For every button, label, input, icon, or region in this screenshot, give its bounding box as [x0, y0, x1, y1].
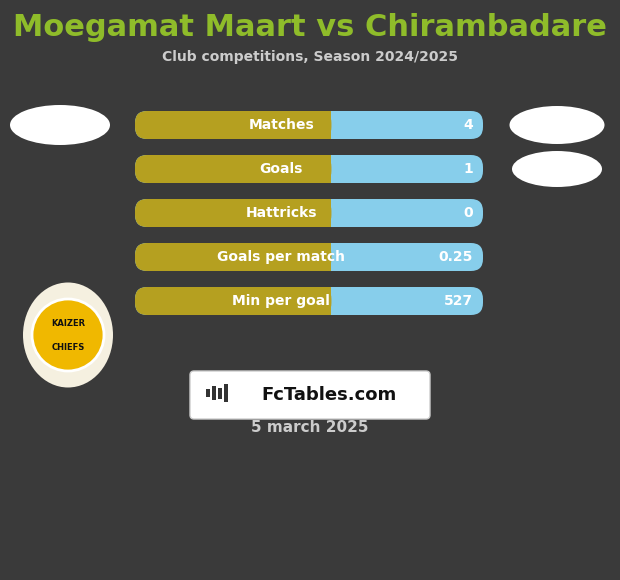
Ellipse shape	[512, 151, 602, 187]
Bar	[218, 387, 222, 398]
FancyBboxPatch shape	[135, 243, 332, 271]
Text: Goals: Goals	[260, 162, 303, 176]
Bar	[319, 111, 332, 139]
Ellipse shape	[510, 106, 604, 144]
Text: 0: 0	[463, 206, 473, 220]
Ellipse shape	[23, 282, 113, 387]
FancyBboxPatch shape	[135, 243, 483, 271]
Text: Club competitions, Season 2024/2025: Club competitions, Season 2024/2025	[162, 50, 458, 64]
Ellipse shape	[10, 105, 110, 145]
Text: 527: 527	[444, 294, 473, 308]
Text: Min per goal: Min per goal	[232, 294, 330, 308]
Bar	[206, 389, 210, 397]
Text: 5 march 2025: 5 march 2025	[251, 420, 369, 436]
FancyBboxPatch shape	[135, 155, 483, 183]
Circle shape	[32, 299, 104, 371]
FancyBboxPatch shape	[135, 287, 483, 315]
Text: 1: 1	[463, 162, 473, 176]
Bar	[319, 287, 332, 315]
Bar	[319, 199, 332, 227]
FancyBboxPatch shape	[135, 155, 332, 183]
Text: FcTables.com: FcTables.com	[261, 386, 397, 404]
Text: Goals per match: Goals per match	[217, 250, 345, 264]
FancyBboxPatch shape	[190, 371, 430, 419]
Bar	[319, 155, 332, 183]
FancyBboxPatch shape	[135, 111, 332, 139]
Text: 0.25: 0.25	[438, 250, 473, 264]
Text: Moegamat Maart vs Chirambadare: Moegamat Maart vs Chirambadare	[13, 13, 607, 42]
FancyBboxPatch shape	[135, 111, 483, 139]
FancyBboxPatch shape	[135, 199, 332, 227]
Text: Matches: Matches	[248, 118, 314, 132]
Text: CHIEFS: CHIEFS	[51, 343, 84, 351]
Bar	[319, 243, 332, 271]
Text: 4: 4	[463, 118, 473, 132]
Bar	[224, 384, 228, 402]
Bar	[212, 386, 216, 400]
FancyBboxPatch shape	[135, 199, 483, 227]
FancyBboxPatch shape	[135, 287, 332, 315]
Text: Hattricks: Hattricks	[246, 206, 317, 220]
Text: KAIZER: KAIZER	[51, 318, 85, 328]
